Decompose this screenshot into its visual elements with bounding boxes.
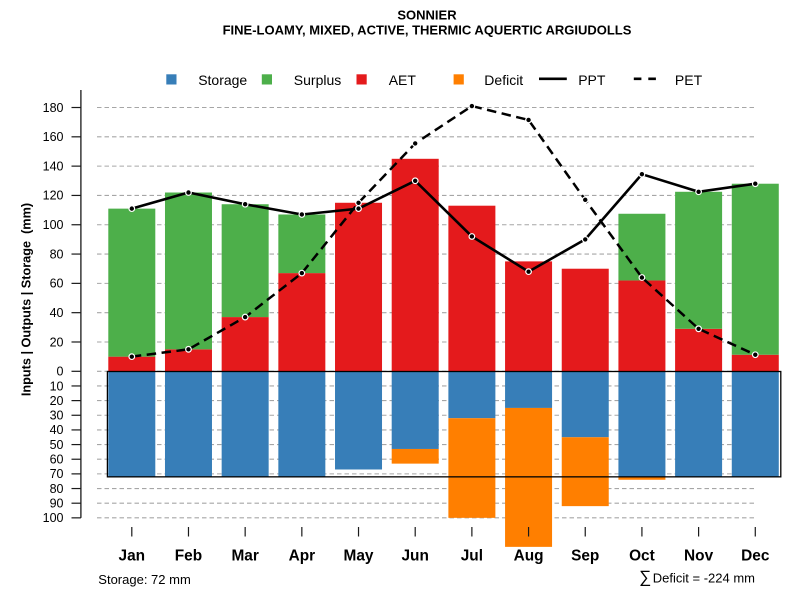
- svg-text:180: 180: [43, 101, 64, 115]
- svg-text:140: 140: [43, 159, 64, 173]
- svg-text:Storage: 72 mm: Storage: 72 mm: [98, 572, 191, 587]
- svg-text:160: 160: [43, 130, 64, 144]
- svg-text:Jan: Jan: [119, 548, 146, 565]
- svg-text:Mar: Mar: [231, 548, 258, 565]
- svg-text:90: 90: [50, 497, 64, 511]
- svg-text:FINE-LOAMY, MIXED, ACTIVE, THE: FINE-LOAMY, MIXED, ACTIVE, THERMIC AQUER…: [223, 23, 632, 38]
- svg-text:PET: PET: [675, 72, 703, 88]
- svg-text:70: 70: [50, 467, 64, 481]
- svg-text:60: 60: [50, 277, 64, 291]
- svg-text:20: 20: [50, 335, 64, 349]
- svg-text:40: 40: [50, 423, 64, 437]
- svg-text:20: 20: [50, 394, 64, 408]
- svg-text:AET: AET: [389, 72, 417, 88]
- svg-text:∑Deficit = -224 mm: ∑ Deficit = -224 mm: [639, 568, 755, 587]
- svg-text:Inputs | Outputs | Storage (m: Inputs | Outputs | Storage (mm): [20, 203, 34, 396]
- svg-text:SONNIER: SONNIER: [397, 8, 457, 23]
- svg-text:May: May: [344, 548, 374, 565]
- svg-text:Dec: Dec: [741, 548, 770, 565]
- svg-text:Surplus: Surplus: [294, 72, 341, 88]
- svg-text:100: 100: [43, 218, 64, 232]
- svg-text:Jul: Jul: [461, 548, 483, 565]
- svg-text:80: 80: [50, 482, 64, 496]
- svg-text:Sep: Sep: [571, 548, 599, 565]
- svg-text:30: 30: [50, 409, 64, 423]
- svg-text:Nov: Nov: [684, 548, 714, 565]
- svg-text:PPT: PPT: [578, 72, 606, 88]
- svg-text:Storage: Storage: [198, 72, 247, 88]
- svg-text:50: 50: [50, 438, 64, 452]
- svg-text:60: 60: [50, 453, 64, 467]
- svg-text:Oct: Oct: [629, 548, 655, 565]
- svg-text:Apr: Apr: [289, 548, 316, 565]
- svg-text:Jun: Jun: [402, 548, 429, 565]
- svg-text:80: 80: [50, 247, 64, 261]
- svg-text:Aug: Aug: [514, 548, 544, 565]
- svg-text:0: 0: [57, 365, 64, 379]
- svg-text:120: 120: [43, 189, 64, 203]
- svg-text:100: 100: [43, 511, 64, 525]
- svg-text:Deficit: Deficit: [484, 72, 523, 88]
- svg-text:40: 40: [50, 306, 64, 320]
- svg-text:10: 10: [50, 379, 64, 393]
- svg-text:Feb: Feb: [175, 548, 202, 565]
